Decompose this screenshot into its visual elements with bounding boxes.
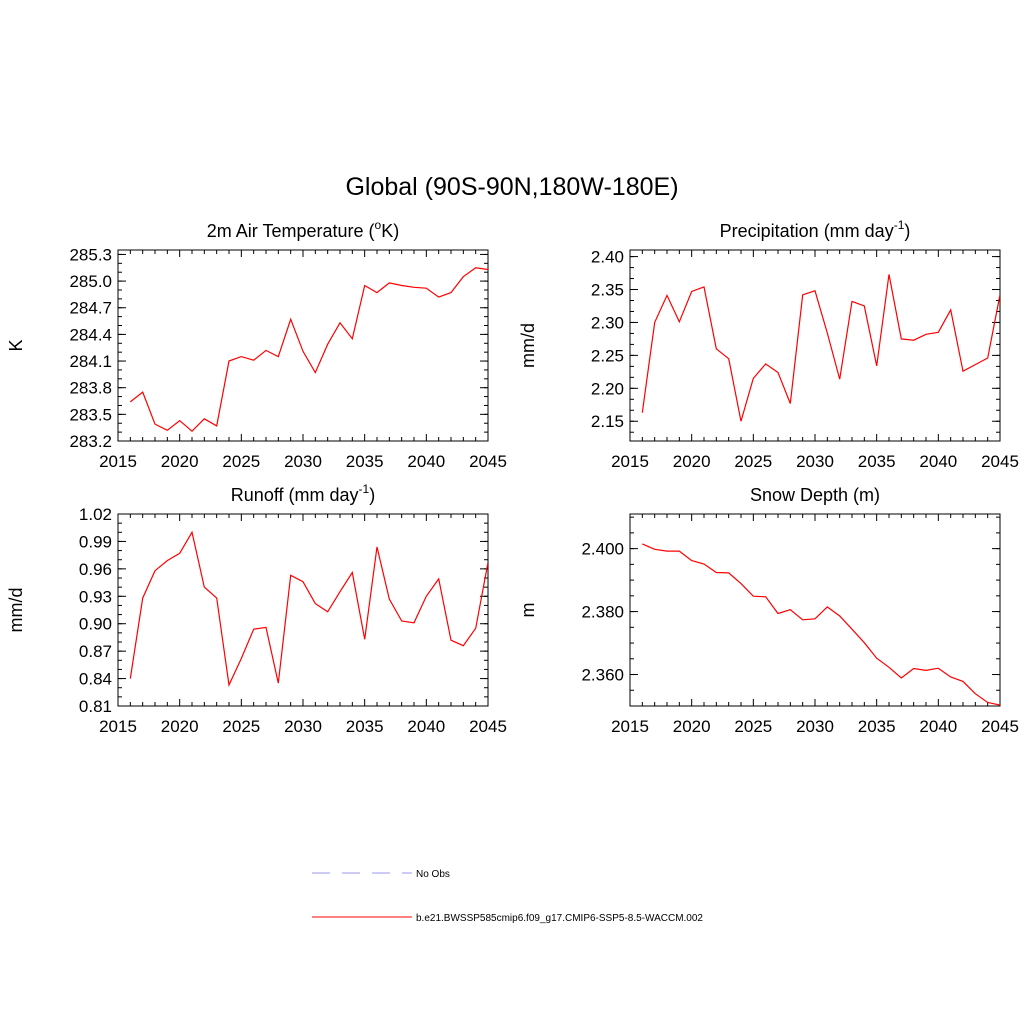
x-tick-label: 2040: [919, 717, 957, 736]
y-tick-label: 0.81: [79, 697, 112, 716]
y-tick-label: 0.96: [79, 560, 112, 579]
series-line-1: [641, 274, 1000, 422]
y-tick-label: 283.2: [69, 432, 112, 451]
x-tick-label: 2030: [284, 717, 322, 736]
x-tick-label: 2030: [796, 717, 834, 736]
plot-frame: [117, 249, 489, 442]
x-tick-label: 2040: [919, 452, 957, 471]
panel-title-unit: (: [364, 221, 375, 241]
panel-title-text: Precipitation: [720, 221, 819, 241]
panel-title-unit-end: ): [369, 485, 375, 505]
y-tick-label: 2.400: [581, 540, 624, 559]
y-tick-label: 2.380: [581, 603, 624, 622]
y-axis-label: K: [6, 339, 26, 351]
y-axis-label: mm/d: [6, 588, 26, 633]
panel-title-unit-sup: -1: [894, 218, 905, 232]
x-tick-label: 2025: [734, 452, 772, 471]
x-tick-label: 2015: [611, 717, 649, 736]
figure-title: Global (90S-90N,180W-180E): [345, 173, 678, 201]
y-tick-label: 0.87: [79, 642, 112, 661]
x-tick-label: 2020: [161, 452, 199, 471]
y-tick-label: 283.5: [69, 405, 112, 424]
y-tick-label: 2.40: [591, 248, 624, 267]
plot-frame: [117, 513, 489, 707]
plot-frame: [629, 249, 1001, 442]
x-tick-label: 2040: [407, 717, 445, 736]
x-tick-label: 2015: [611, 452, 649, 471]
panel-title: Runoff (mm day-1): [231, 482, 375, 505]
x-tick-label: 2015: [99, 717, 137, 736]
y-tick-label: 283.8: [69, 379, 112, 398]
x-tick-label: 2025: [222, 452, 260, 471]
y-tick-label: 285.3: [69, 245, 112, 264]
panel-title-unit-end: K): [381, 221, 399, 241]
panel-title-unit: (mm day: [284, 485, 359, 505]
y-tick-label: 2.30: [591, 313, 624, 332]
x-tick-label: 2025: [222, 717, 260, 736]
x-tick-label: 2035: [858, 717, 896, 736]
series-line-1: [129, 267, 488, 433]
panel-2: Precipitation (mm day-1) 2015 2020 2025 2030…: [518, 218, 1019, 471]
x-tick-label: 2045: [981, 452, 1019, 471]
plot-frame: [629, 513, 1001, 707]
x-tick-label: 2035: [346, 717, 384, 736]
y-tick-label: 0.99: [79, 532, 112, 551]
panel-1: 2m Air Temperature (oK) 2015 2020 2025 2030 2…: [6, 218, 507, 471]
x-tick-label: 2025: [734, 717, 772, 736]
y-tick-label: 2.20: [591, 379, 624, 398]
panel-title-unit: (mm day: [819, 221, 894, 241]
y-tick-label: 2.15: [591, 412, 624, 431]
panel-title-text: Snow Depth (m): [750, 485, 880, 505]
y-tick-label: 2.360: [581, 666, 624, 685]
y-tick-label: 2.25: [591, 346, 624, 365]
y-tick-label: 0.84: [79, 670, 112, 689]
y-axis-label: m: [518, 603, 538, 618]
panel-title: Precipitation (mm day-1): [720, 218, 911, 241]
x-tick-label: 2020: [673, 717, 711, 736]
panel-title: Snow Depth (m): [750, 485, 880, 505]
x-tick-label: 2045: [469, 717, 507, 736]
panel-title: 2m Air Temperature (oK): [207, 218, 399, 241]
x-tick-label: 2045: [469, 452, 507, 471]
panels: 2m Air Temperature (oK)2015 2020 2025 2030 2…: [6, 218, 1019, 736]
x-tick-label: 2020: [161, 717, 199, 736]
panel-title-text: 2m Air Temperature: [207, 221, 364, 241]
panel-title-unit-sup: -1: [359, 482, 370, 496]
y-tick-label: 284.4: [69, 325, 112, 344]
legend-label-2: b.e21.BWSSP585cmip6.f09_g17.CMIP6-SSP5-8…: [416, 913, 703, 924]
y-tick-label: 1.02: [79, 505, 112, 524]
legend-label-1: No Obs: [416, 869, 450, 880]
x-tick-label: 2035: [858, 452, 896, 471]
panel-4: Snow Depth (m) 2015 2020 2025 2030 2035 2040 20…: [518, 485, 1019, 736]
y-axis-label: mm/d: [518, 323, 538, 368]
y-tick-label: 284.1: [69, 352, 112, 371]
panel-title-text: Runoff: [231, 485, 285, 505]
y-tick-label: 0.90: [79, 615, 112, 634]
y-tick-label: 284.7: [69, 299, 112, 318]
series-line-1: [129, 530, 488, 688]
x-tick-label: 2035: [346, 452, 384, 471]
legend: No Obs b.e21.BWSSP585cmip6.f09_g17.CMIP6-…: [312, 869, 703, 924]
x-tick-label: 2030: [284, 452, 322, 471]
y-tick-label: 0.93: [79, 587, 112, 606]
x-tick-label: 2015: [99, 452, 137, 471]
x-tick-label: 2020: [673, 452, 711, 471]
x-tick-label: 2030: [796, 452, 834, 471]
y-tick-label: 2.35: [591, 281, 624, 300]
series-line-1: [642, 543, 1000, 706]
x-tick-label: 2040: [407, 452, 445, 471]
x-tick-label: 2045: [981, 717, 1019, 736]
panel-3: Runoff (mm day-1) 2015 2020 2025 2030 2035 204…: [6, 482, 507, 736]
y-tick-label: 285.0: [69, 272, 112, 291]
panel-title-unit-sup: o: [375, 218, 382, 232]
panel-title-unit-end: ): [904, 221, 910, 241]
